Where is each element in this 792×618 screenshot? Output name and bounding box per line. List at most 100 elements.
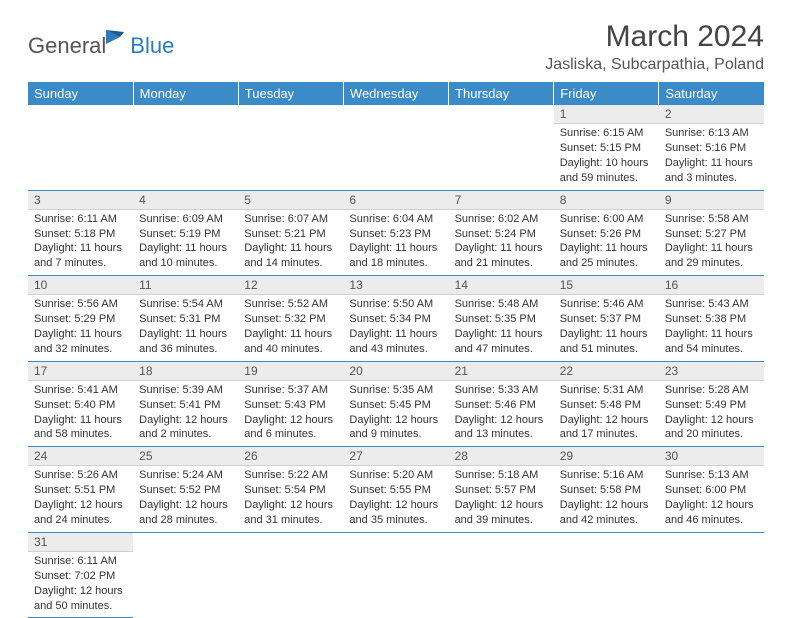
day-content: Sunrise: 6:15 AMSunset: 5:15 PMDaylight:… <box>554 124 659 189</box>
day-content: Sunrise: 6:04 AMSunset: 5:23 PMDaylight:… <box>343 210 448 275</box>
day-content: Sunrise: 5:22 AMSunset: 5:54 PMDaylight:… <box>238 466 343 531</box>
calendar-cell: 4Sunrise: 6:09 AMSunset: 5:19 PMDaylight… <box>133 190 238 276</box>
day-number: 22 <box>554 362 659 381</box>
calendar-cell: 18Sunrise: 5:39 AMSunset: 5:41 PMDayligh… <box>133 361 238 447</box>
day-content: Sunrise: 5:52 AMSunset: 5:32 PMDaylight:… <box>238 295 343 360</box>
sunset-text: Sunset: 5:29 PM <box>34 312 127 327</box>
daylight-text: Daylight: 11 hours and 54 minutes. <box>665 327 758 357</box>
sunrise-text: Sunrise: 5:31 AM <box>560 383 653 398</box>
day-content: Sunrise: 5:54 AMSunset: 5:31 PMDaylight:… <box>133 295 238 360</box>
sunrise-text: Sunrise: 5:22 AM <box>244 468 337 483</box>
daylight-text: Daylight: 11 hours and 14 minutes. <box>244 241 337 271</box>
calendar-cell: 31Sunrise: 6:11 AMSunset: 7:02 PMDayligh… <box>28 532 133 618</box>
calendar-cell: 9Sunrise: 5:58 AMSunset: 5:27 PMDaylight… <box>659 190 764 276</box>
day-content: Sunrise: 6:07 AMSunset: 5:21 PMDaylight:… <box>238 210 343 275</box>
calendar-table: Sunday Monday Tuesday Wednesday Thursday… <box>28 82 764 618</box>
daylight-text: Daylight: 11 hours and 10 minutes. <box>139 241 232 271</box>
day-number: 25 <box>133 447 238 466</box>
month-title: March 2024 <box>545 20 764 54</box>
day-number: 2 <box>659 105 764 124</box>
sunset-text: Sunset: 5:16 PM <box>665 141 758 156</box>
calendar-cell: 3Sunrise: 6:11 AMSunset: 5:18 PMDaylight… <box>28 190 133 276</box>
sunrise-text: Sunrise: 6:07 AM <box>244 212 337 227</box>
sunset-text: Sunset: 5:19 PM <box>139 227 232 242</box>
sunset-text: Sunset: 5:41 PM <box>139 398 232 413</box>
calendar-cell <box>554 532 659 618</box>
calendar-cell: 23Sunrise: 5:28 AMSunset: 5:49 PMDayligh… <box>659 361 764 447</box>
day-number: 13 <box>343 276 448 295</box>
sunrise-text: Sunrise: 5:46 AM <box>560 297 653 312</box>
day-content: Sunrise: 5:46 AMSunset: 5:37 PMDaylight:… <box>554 295 659 360</box>
sunrise-text: Sunrise: 6:02 AM <box>455 212 548 227</box>
calendar-cell: 30Sunrise: 5:13 AMSunset: 6:00 PMDayligh… <box>659 447 764 533</box>
sunrise-text: Sunrise: 6:00 AM <box>560 212 653 227</box>
sunset-text: Sunset: 5:32 PM <box>244 312 337 327</box>
sunset-text: Sunset: 5:48 PM <box>560 398 653 413</box>
day-content: Sunrise: 6:00 AMSunset: 5:26 PMDaylight:… <box>554 210 659 275</box>
calendar-row: 10Sunrise: 5:56 AMSunset: 5:29 PMDayligh… <box>28 276 764 362</box>
day-number: 12 <box>238 276 343 295</box>
calendar-cell: 17Sunrise: 5:41 AMSunset: 5:40 PMDayligh… <box>28 361 133 447</box>
day-content: Sunrise: 5:18 AMSunset: 5:57 PMDaylight:… <box>449 466 554 531</box>
daylight-text: Daylight: 12 hours and 35 minutes. <box>349 498 442 528</box>
day-content: Sunrise: 5:37 AMSunset: 5:43 PMDaylight:… <box>238 381 343 446</box>
day-number: 14 <box>449 276 554 295</box>
calendar-cell: 29Sunrise: 5:16 AMSunset: 5:58 PMDayligh… <box>554 447 659 533</box>
daylight-text: Daylight: 11 hours and 36 minutes. <box>139 327 232 357</box>
daylight-text: Daylight: 12 hours and 39 minutes. <box>455 498 548 528</box>
sunset-text: Sunset: 5:51 PM <box>34 483 127 498</box>
calendar-cell: 28Sunrise: 5:18 AMSunset: 5:57 PMDayligh… <box>449 447 554 533</box>
daylight-text: Daylight: 12 hours and 9 minutes. <box>349 413 442 443</box>
sunset-text: Sunset: 5:46 PM <box>455 398 548 413</box>
day-content: Sunrise: 5:26 AMSunset: 5:51 PMDaylight:… <box>28 466 133 531</box>
day-header: Sunday <box>28 82 133 105</box>
day-content: Sunrise: 5:33 AMSunset: 5:46 PMDaylight:… <box>449 381 554 446</box>
calendar-cell <box>28 105 133 190</box>
daylight-text: Daylight: 11 hours and 21 minutes. <box>455 241 548 271</box>
day-number: 5 <box>238 191 343 210</box>
day-content: Sunrise: 5:39 AMSunset: 5:41 PMDaylight:… <box>133 381 238 446</box>
day-content: Sunrise: 5:50 AMSunset: 5:34 PMDaylight:… <box>343 295 448 360</box>
day-number: 28 <box>449 447 554 466</box>
flag-icon <box>106 28 128 51</box>
sunrise-text: Sunrise: 5:28 AM <box>665 383 758 398</box>
calendar-cell <box>238 532 343 618</box>
sunrise-text: Sunrise: 5:33 AM <box>455 383 548 398</box>
day-content: Sunrise: 5:43 AMSunset: 5:38 PMDaylight:… <box>659 295 764 360</box>
sunset-text: Sunset: 5:58 PM <box>560 483 653 498</box>
day-number: 3 <box>28 191 133 210</box>
calendar-cell: 19Sunrise: 5:37 AMSunset: 5:43 PMDayligh… <box>238 361 343 447</box>
calendar-cell: 14Sunrise: 5:48 AMSunset: 5:35 PMDayligh… <box>449 276 554 362</box>
sunset-text: Sunset: 5:24 PM <box>455 227 548 242</box>
logo-text-blue: Blue <box>130 33 174 59</box>
daylight-text: Daylight: 11 hours and 25 minutes. <box>560 241 653 271</box>
sunset-text: Sunset: 5:23 PM <box>349 227 442 242</box>
sunset-text: Sunset: 5:54 PM <box>244 483 337 498</box>
daylight-text: Daylight: 12 hours and 31 minutes. <box>244 498 337 528</box>
daylight-text: Daylight: 12 hours and 28 minutes. <box>139 498 232 528</box>
daylight-text: Daylight: 11 hours and 58 minutes. <box>34 413 127 443</box>
day-number: 31 <box>28 533 133 552</box>
day-number: 24 <box>28 447 133 466</box>
day-content: Sunrise: 5:31 AMSunset: 5:48 PMDaylight:… <box>554 381 659 446</box>
sunset-text: Sunset: 5:43 PM <box>244 398 337 413</box>
sunset-text: Sunset: 5:55 PM <box>349 483 442 498</box>
daylight-text: Daylight: 12 hours and 6 minutes. <box>244 413 337 443</box>
calendar-cell: 6Sunrise: 6:04 AMSunset: 5:23 PMDaylight… <box>343 190 448 276</box>
sunrise-text: Sunrise: 5:43 AM <box>665 297 758 312</box>
daylight-text: Daylight: 12 hours and 17 minutes. <box>560 413 653 443</box>
day-number: 23 <box>659 362 764 381</box>
daylight-text: Daylight: 11 hours and 51 minutes. <box>560 327 653 357</box>
location: Jasliska, Subcarpathia, Poland <box>545 56 764 74</box>
day-number: 9 <box>659 191 764 210</box>
calendar-cell <box>449 532 554 618</box>
day-content: Sunrise: 5:35 AMSunset: 5:45 PMDaylight:… <box>343 381 448 446</box>
day-content: Sunrise: 5:24 AMSunset: 5:52 PMDaylight:… <box>133 466 238 531</box>
sunrise-text: Sunrise: 5:37 AM <box>244 383 337 398</box>
day-number: 16 <box>659 276 764 295</box>
logo: General Blue <box>28 28 174 63</box>
sunset-text: Sunset: 5:15 PM <box>560 141 653 156</box>
day-number: 4 <box>133 191 238 210</box>
calendar-row: 31Sunrise: 6:11 AMSunset: 7:02 PMDayligh… <box>28 532 764 618</box>
day-content: Sunrise: 5:58 AMSunset: 5:27 PMDaylight:… <box>659 210 764 275</box>
